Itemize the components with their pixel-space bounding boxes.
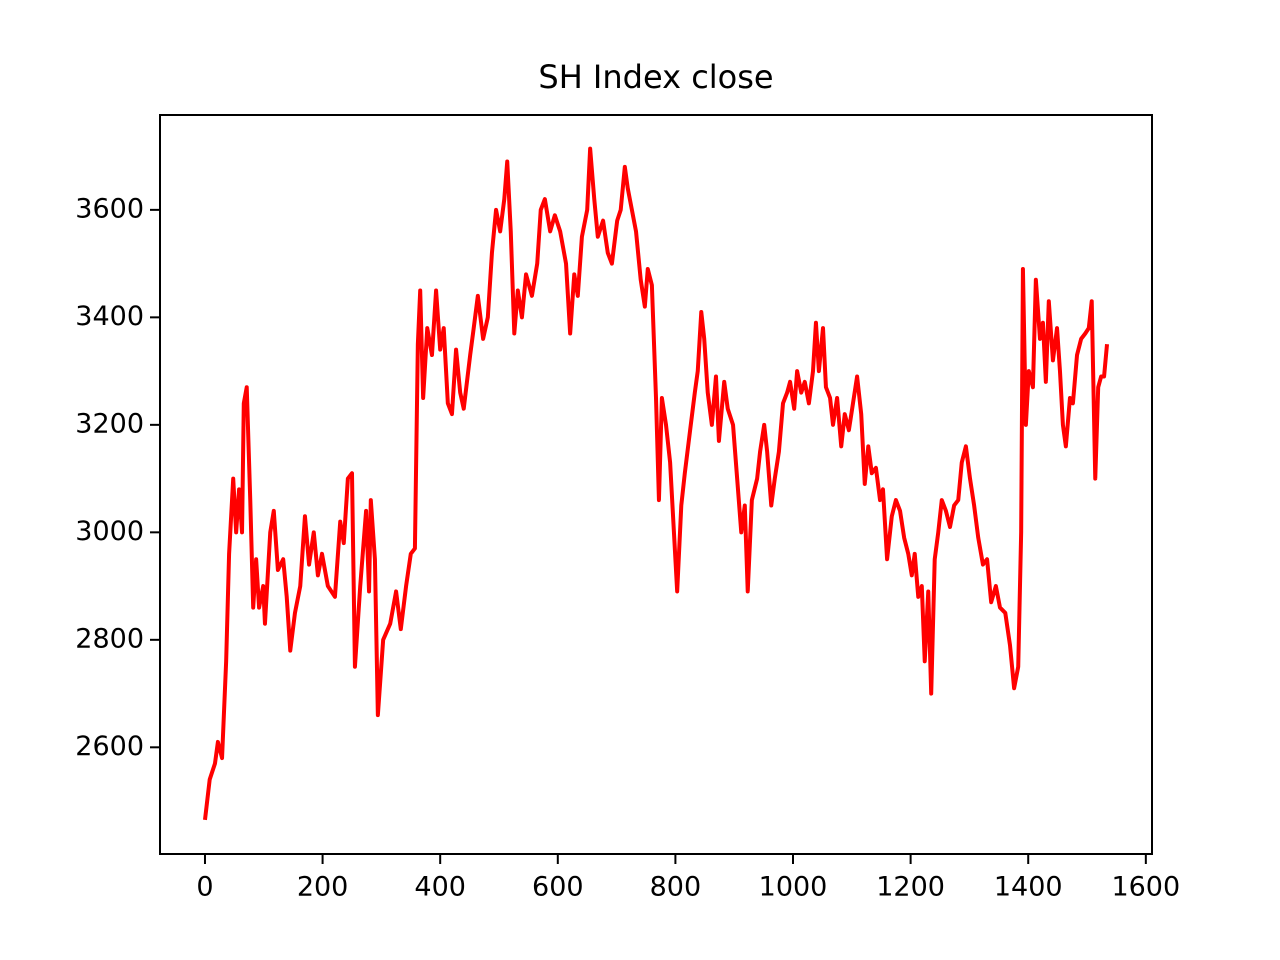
x-tick-label: 1200: [876, 872, 945, 903]
y-tick-label: 3000: [75, 516, 144, 547]
x-tick-label: 1600: [1111, 872, 1180, 903]
x-tick-label: 0: [196, 872, 213, 903]
y-tick-label: 2800: [75, 623, 144, 654]
x-tick-label: 1400: [994, 872, 1063, 903]
x-tick-label: 200: [297, 872, 349, 903]
y-tick-label: 3200: [75, 408, 144, 439]
x-tick-label: 1000: [759, 872, 828, 903]
plot-frame: [159, 114, 1153, 855]
line: [202, 146, 1110, 821]
x-tick-label: 800: [650, 872, 702, 903]
chart-title: SH Index close: [538, 58, 773, 96]
y-tick-label: 3400: [75, 301, 144, 332]
y-tick-label: 2600: [75, 731, 144, 762]
y-tick-label: 3600: [75, 193, 144, 224]
x-tick-label: 400: [414, 872, 466, 903]
x-tick-label: 600: [532, 872, 584, 903]
